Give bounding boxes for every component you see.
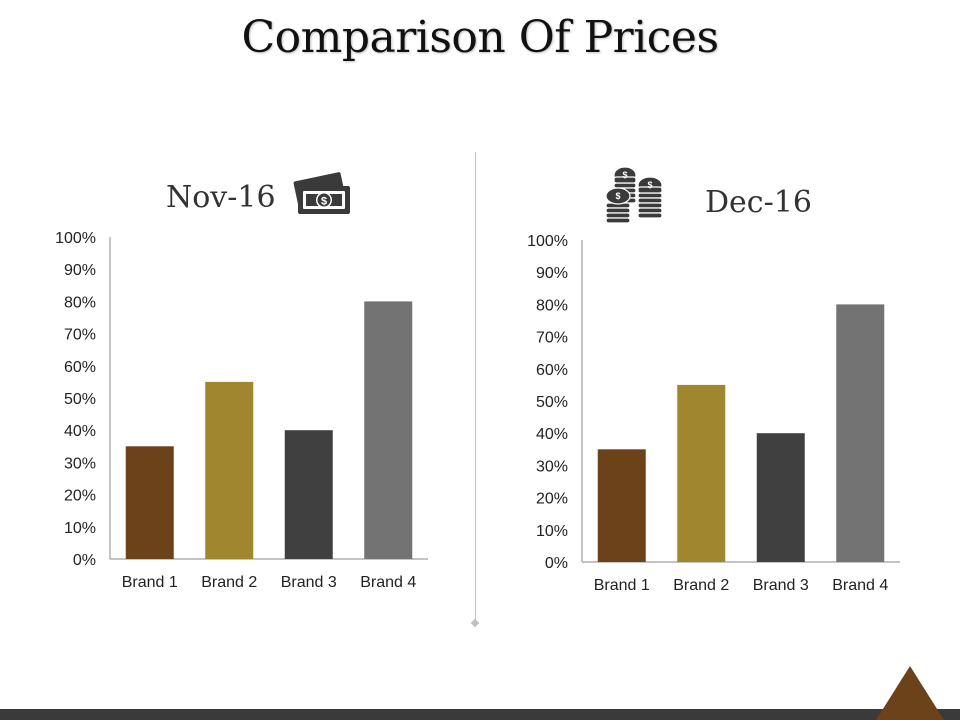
money-bill-icon: $ xyxy=(292,166,352,223)
y-tick-label: 90% xyxy=(536,265,568,282)
x-tick-label: Brand 4 xyxy=(832,577,888,594)
y-tick-label: 40% xyxy=(536,426,568,443)
y-tick-label: 60% xyxy=(64,359,96,376)
y-tick-label: 20% xyxy=(536,491,568,508)
y-tick-label: 50% xyxy=(536,394,568,411)
svg-text:$: $ xyxy=(321,196,327,208)
y-tick-label: 50% xyxy=(64,391,96,408)
y-tick-label: 70% xyxy=(536,330,568,347)
bar-brand-4 xyxy=(364,301,413,559)
bar-brand-1 xyxy=(597,449,646,562)
y-tick-label: 10% xyxy=(64,520,96,537)
x-tick-label: Brand 4 xyxy=(360,574,416,591)
coin-stack-icon: $ $ $ xyxy=(604,163,666,230)
y-tick-label: 0% xyxy=(73,552,96,569)
x-tick-label: Brand 1 xyxy=(122,574,178,591)
y-tick-label: 70% xyxy=(64,327,96,344)
svg-text:$: $ xyxy=(622,170,627,180)
bar-brand-3 xyxy=(756,433,805,562)
y-tick-label: 80% xyxy=(64,294,96,311)
y-tick-label: 60% xyxy=(536,362,568,379)
bar-chart-dec: 0% 10% 20% 30% 40% 50% 60% 70% 80% 90% 100% Brand 1… xyxy=(527,233,900,594)
footer-bar xyxy=(0,709,960,720)
panel-divider xyxy=(475,152,476,622)
divider-end-marker xyxy=(470,618,480,628)
chart-title-nov: Nov-16 xyxy=(166,180,276,215)
y-tick-label: 80% xyxy=(536,297,568,314)
bar-chart-nov: 0% 10% 20% 30% 40% 50% 60% 70% 80% 90% 100% Brand 1… xyxy=(55,230,428,591)
y-tick-label: 90% xyxy=(64,262,96,279)
bar-brand-3 xyxy=(284,430,333,559)
bar-brand-2 xyxy=(205,381,254,559)
chart-title-dec: Dec-16 xyxy=(705,185,812,220)
x-tick-label: Brand 3 xyxy=(281,574,337,591)
footer-triangle-accent xyxy=(876,666,944,720)
y-tick-label: 40% xyxy=(64,423,96,440)
y-tick-label: 0% xyxy=(545,555,568,572)
svg-text:$: $ xyxy=(615,191,620,201)
x-tick-label: Brand 1 xyxy=(594,577,650,594)
bar-brand-1 xyxy=(125,446,174,559)
y-tick-label: 100% xyxy=(55,230,96,247)
x-tick-label: Brand 3 xyxy=(753,577,809,594)
bar-brand-2 xyxy=(677,384,726,562)
y-tick-label: 100% xyxy=(527,233,568,250)
y-tick-label: 10% xyxy=(536,523,568,540)
slide-title: Comparison Of Prices xyxy=(241,12,719,63)
y-tick-label: 30% xyxy=(64,455,96,472)
x-tick-label: Brand 2 xyxy=(201,574,257,591)
svg-text:$: $ xyxy=(647,180,652,190)
x-tick-label: Brand 2 xyxy=(673,577,729,594)
y-tick-label: 20% xyxy=(64,488,96,505)
y-tick-label: 30% xyxy=(536,458,568,475)
bar-brand-4 xyxy=(836,304,885,562)
